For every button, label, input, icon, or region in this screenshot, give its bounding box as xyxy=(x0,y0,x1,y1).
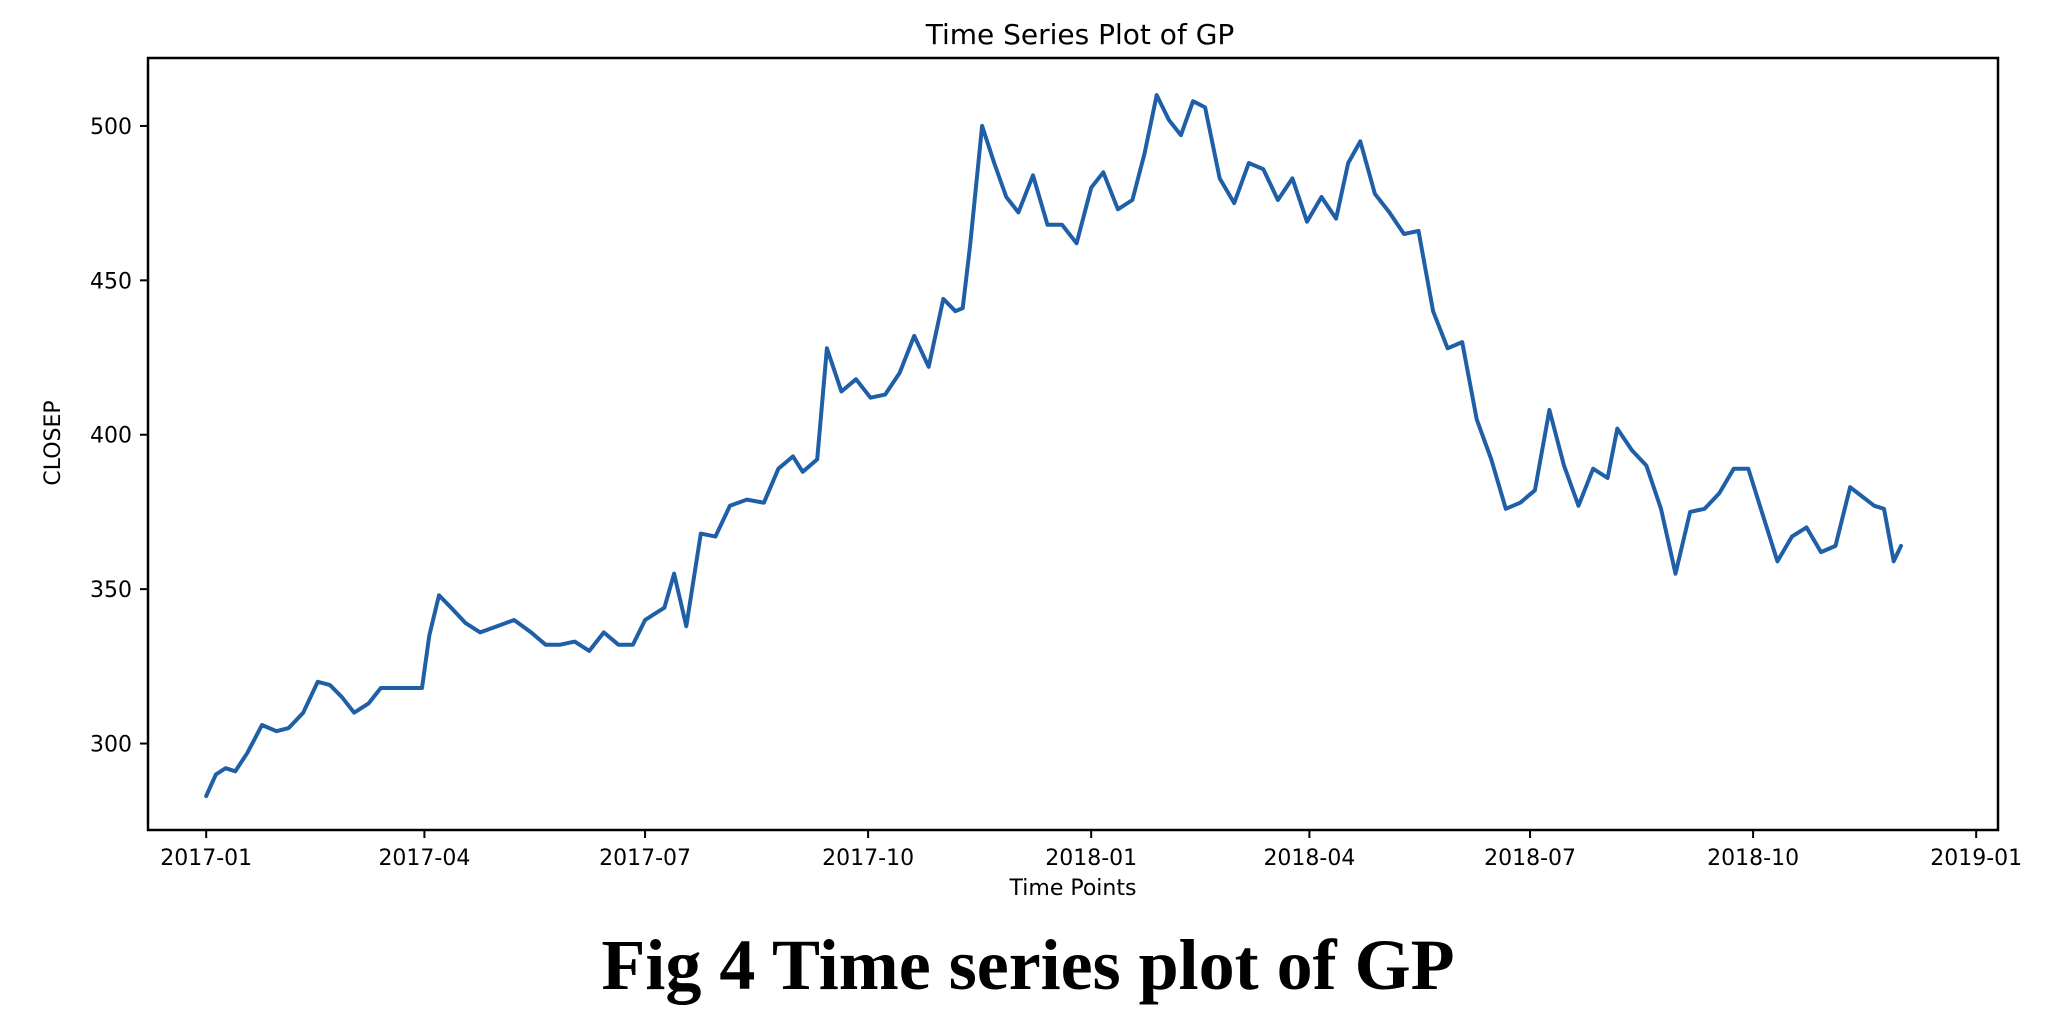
series-line xyxy=(204,93,1903,798)
x-tick-label: 2018-07 xyxy=(1484,846,1576,871)
plot-frame xyxy=(146,56,2000,832)
y-tick-label: 350 xyxy=(90,578,132,603)
x-tick-label: 2017-04 xyxy=(378,846,470,871)
x-tick-label: 2017-07 xyxy=(599,846,691,871)
x-axis-label: Time Points xyxy=(1009,876,1137,901)
y-tick-label: 450 xyxy=(90,269,132,294)
y-axis-label: CLOSEP xyxy=(41,400,66,485)
x-tick-label: 2018-01 xyxy=(1045,846,1137,871)
y-tick-label: 500 xyxy=(90,115,132,140)
y-tick-label: 400 xyxy=(90,424,132,449)
time-series-chart: Time Series Plot of GP 2017-01 2017-04 201… xyxy=(41,18,2022,901)
y-axis: 300 350 400 450 500 xyxy=(90,115,148,758)
x-tick-label: 2017-10 xyxy=(822,846,914,871)
plot-area: 2017-01 2017-04 2017-07 2017-10 2018-01 2018-… xyxy=(90,56,2022,871)
x-tick-label: 2017-01 xyxy=(160,846,252,871)
x-tick-label: 2018-04 xyxy=(1263,846,1355,871)
x-axis: 2017-01 2017-04 2017-07 2017-10 2018-01 2018-… xyxy=(160,830,2022,871)
x-tick-label: 2018-10 xyxy=(1707,846,1799,871)
figure-caption: Fig 4 Time series plot of GP xyxy=(601,925,1455,1005)
x-tick-label: 2019-01 xyxy=(1930,846,2022,871)
y-tick-label: 300 xyxy=(90,733,132,758)
chart-title: Time Series Plot of GP xyxy=(925,18,1235,51)
